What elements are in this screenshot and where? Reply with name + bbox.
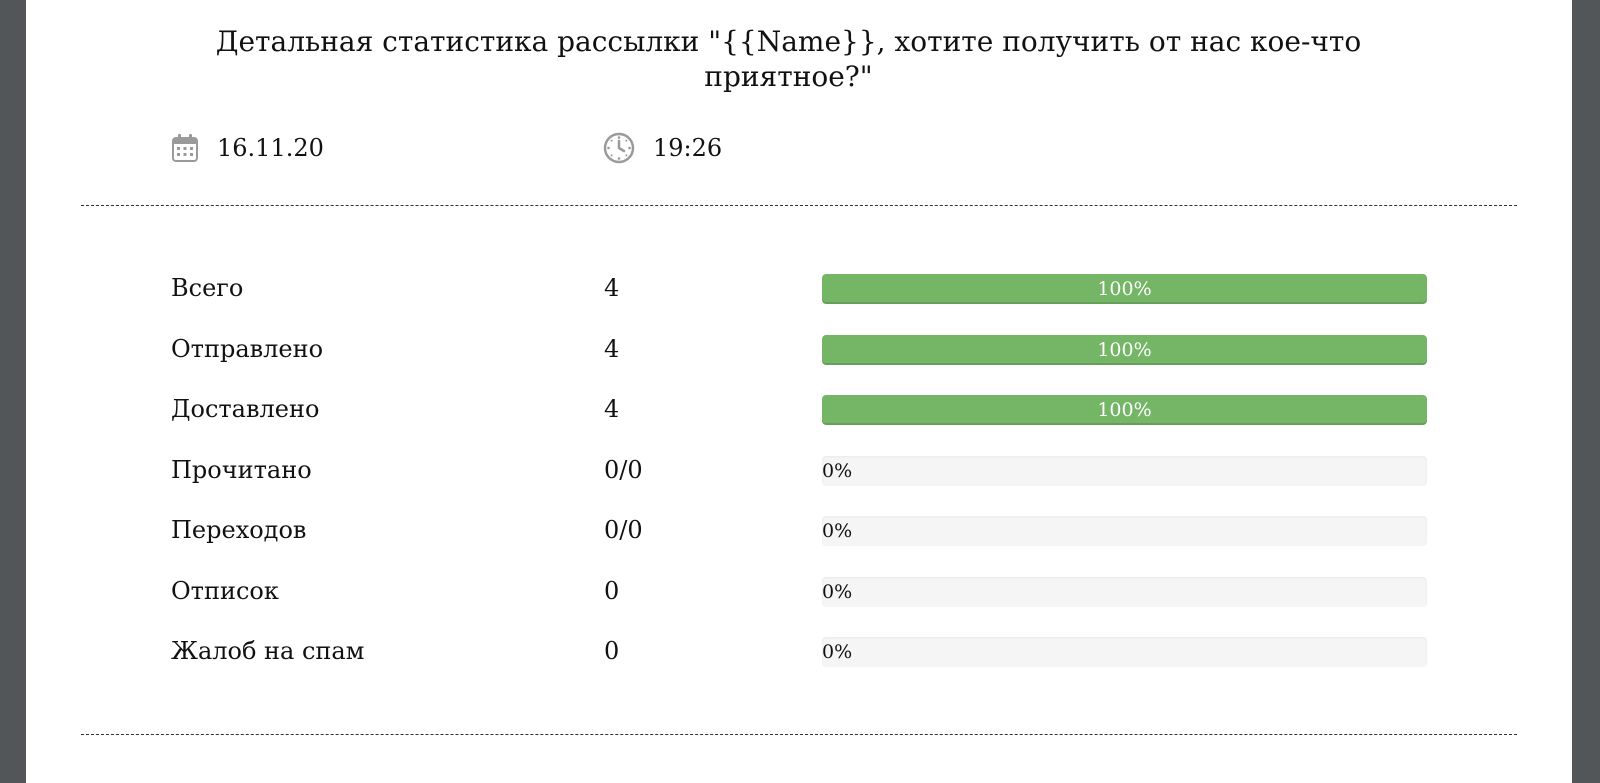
progress-bar-label: 0% [822, 580, 853, 603]
progress-bar: 100% [822, 334, 1427, 365]
send-time: 19:26 [603, 128, 722, 168]
stat-value: 0 [604, 576, 620, 605]
stat-row: Жалоб на спам 0 0% [171, 635, 1461, 696]
send-date-value: 16.11.20 [217, 134, 324, 162]
progress-bar-label: 100% [1097, 399, 1152, 421]
stat-row: Отписок 0 0% [171, 575, 1461, 636]
send-time-value: 19:26 [653, 134, 723, 162]
progress-bar: 0% [822, 516, 1427, 546]
progress-bar-label: 100% [1097, 338, 1152, 361]
stat-label: Переходов [171, 516, 307, 544]
progress-bar: 0% [822, 455, 1427, 486]
page-title: Детальная статистика рассылки "{{Name}},… [215, 25, 1362, 93]
report-page: Детальная статистика рассылки "{{Name}},… [26, 0, 1572, 783]
stat-row: Отправлено 4 100% [171, 333, 1461, 394]
progress-bar-label: 100% [1097, 278, 1152, 300]
progress-bar-label: 0% [822, 520, 853, 542]
stat-value: 4 [604, 334, 620, 363]
stat-row: Переходов 0/0 0% [171, 514, 1461, 575]
send-date: 16.11.20 [171, 128, 324, 168]
progress-bar: 100% [822, 395, 1427, 425]
stat-row: Прочитано 0/0 0% [171, 454, 1461, 515]
progress-bar-fill [822, 274, 1427, 304]
stat-label: Доставлено [171, 395, 320, 423]
stat-value: 0/0 [604, 516, 643, 544]
progress-bar-label: 0% [822, 459, 853, 482]
stat-label: Всего [171, 274, 244, 302]
divider-bottom [81, 734, 1517, 735]
divider-top [81, 205, 1517, 206]
stat-value: 4 [604, 395, 620, 423]
calendar-icon [172, 134, 198, 162]
stat-label: Прочитано [171, 455, 312, 484]
progress-bar-fill [822, 395, 1427, 425]
progress-bar: 0% [822, 637, 1427, 667]
stat-label: Отписок [171, 576, 279, 605]
progress-bar: 100% [822, 274, 1427, 304]
clock-icon [603, 132, 635, 164]
stat-label: Отправлено [171, 334, 324, 363]
progress-bar: 0% [822, 576, 1427, 607]
stat-row: Доставлено 4 100% [171, 393, 1461, 454]
stat-value: 4 [604, 274, 620, 302]
stat-label: Жалоб на спам [171, 637, 365, 665]
stat-value: 0 [604, 637, 620, 665]
progress-bar-fill [822, 334, 1427, 365]
progress-bar-label: 0% [822, 641, 853, 663]
stat-row: Всего 4 100% [171, 272, 1461, 333]
stats-table: Всего 4 100% Отправлено 4 100% Доставлен… [171, 272, 1461, 696]
stat-value: 0/0 [604, 455, 643, 484]
